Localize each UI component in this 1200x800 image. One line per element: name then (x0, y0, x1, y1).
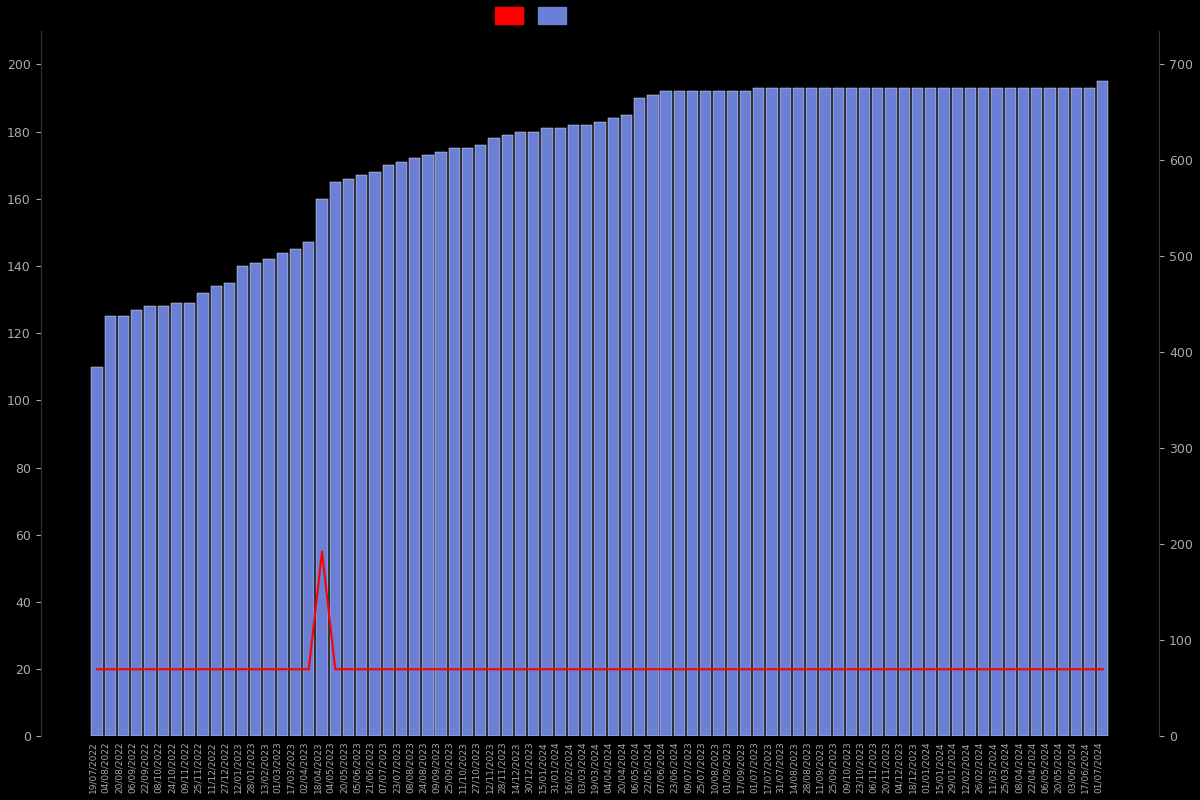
Bar (714, 91, 725, 737)
Bar (793, 88, 804, 737)
Bar (727, 91, 738, 737)
Bar (978, 88, 989, 737)
Bar (409, 158, 420, 737)
Bar (515, 132, 526, 737)
Bar (581, 125, 593, 737)
Bar (449, 149, 460, 737)
Bar (1084, 88, 1096, 737)
Bar (436, 152, 446, 737)
Bar (938, 88, 949, 737)
Bar (343, 178, 354, 737)
Bar (251, 262, 262, 737)
Bar (502, 135, 512, 737)
Bar (780, 88, 791, 737)
Bar (859, 88, 870, 737)
Bar (1031, 88, 1043, 737)
Bar (660, 91, 672, 737)
Bar (304, 242, 314, 737)
Bar (700, 91, 712, 737)
Bar (594, 122, 606, 737)
Bar (1097, 82, 1109, 737)
Bar (91, 367, 103, 737)
Bar (1044, 88, 1056, 737)
Bar (1070, 88, 1082, 737)
Bar (104, 317, 116, 737)
Bar (184, 303, 196, 737)
Bar (396, 162, 407, 737)
Bar (1018, 88, 1030, 737)
Legend: , : , (491, 2, 575, 28)
Bar (290, 250, 301, 737)
Bar (754, 88, 764, 737)
Bar (965, 88, 976, 737)
Bar (686, 91, 698, 737)
Bar (462, 149, 473, 737)
Bar (647, 94, 659, 737)
Bar (277, 253, 288, 737)
Bar (1004, 88, 1016, 737)
Bar (383, 166, 394, 737)
Bar (356, 175, 367, 737)
Bar (131, 310, 143, 737)
Bar (912, 88, 923, 737)
Bar (264, 259, 275, 737)
Bar (197, 293, 209, 737)
Bar (806, 88, 817, 737)
Bar (157, 306, 169, 737)
Bar (899, 88, 910, 737)
Bar (422, 155, 433, 737)
Bar (170, 303, 182, 737)
Bar (952, 88, 962, 737)
Bar (118, 317, 130, 737)
Bar (223, 283, 235, 737)
Bar (144, 306, 156, 737)
Bar (317, 199, 328, 737)
Bar (820, 88, 830, 737)
Bar (370, 172, 380, 737)
Bar (528, 132, 539, 737)
Bar (210, 286, 222, 737)
Bar (833, 88, 844, 737)
Bar (767, 88, 778, 737)
Bar (620, 115, 632, 737)
Bar (475, 145, 486, 737)
Bar (991, 88, 1003, 737)
Bar (1057, 88, 1069, 737)
Bar (541, 128, 553, 737)
Bar (236, 266, 248, 737)
Bar (673, 91, 685, 737)
Bar (554, 128, 566, 737)
Bar (925, 88, 936, 737)
Bar (568, 125, 580, 737)
Bar (634, 98, 646, 737)
Bar (607, 118, 619, 737)
Bar (740, 91, 751, 737)
Bar (872, 88, 883, 737)
Bar (330, 182, 341, 737)
Bar (886, 88, 896, 737)
Bar (488, 138, 499, 737)
Bar (846, 88, 857, 737)
